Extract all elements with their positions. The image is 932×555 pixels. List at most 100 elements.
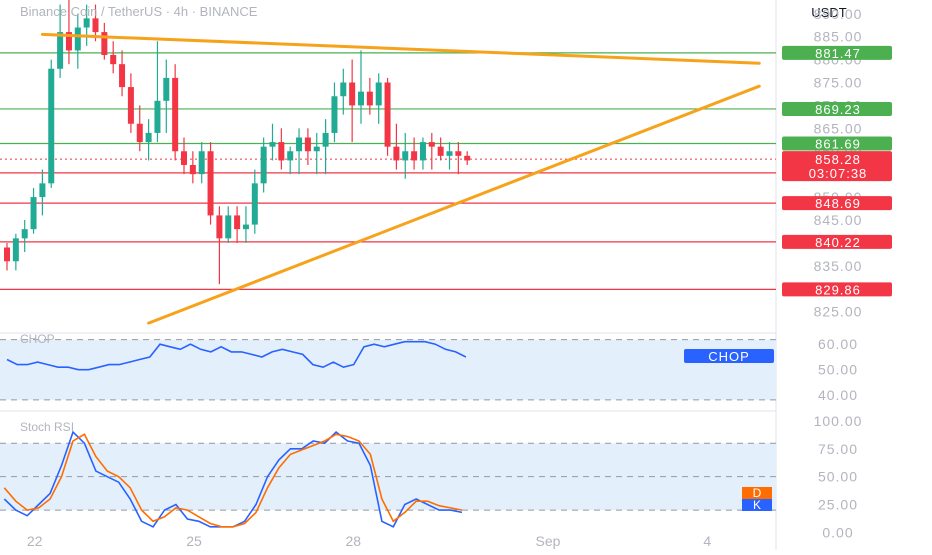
price-tick-label: 845.00 bbox=[814, 212, 863, 228]
candle-body[interactable] bbox=[225, 215, 232, 239]
level-price-label: 861.69 bbox=[815, 137, 861, 152]
price-tick-label: 825.00 bbox=[814, 304, 863, 320]
level-price-badge bbox=[782, 45, 892, 60]
candle-body[interactable] bbox=[136, 123, 143, 143]
chop-value-tag bbox=[684, 348, 774, 363]
candle-body[interactable] bbox=[411, 151, 418, 161]
stoch-d-tag-label: D bbox=[753, 486, 762, 500]
candle-body[interactable] bbox=[163, 77, 170, 101]
last-price-badge bbox=[782, 151, 892, 182]
candle-body[interactable] bbox=[340, 82, 347, 97]
level-price-label: 881.47 bbox=[815, 46, 861, 61]
candle-body[interactable] bbox=[119, 64, 126, 88]
candle-body[interactable] bbox=[172, 77, 179, 152]
level-price-badge bbox=[782, 234, 892, 249]
chop-tag-label: CHOP bbox=[708, 349, 750, 364]
candle-body[interactable] bbox=[198, 151, 205, 175]
candle-body[interactable] bbox=[234, 215, 241, 230]
currency-label: USDT bbox=[811, 5, 846, 20]
price-tick-label: 885.00 bbox=[814, 29, 863, 45]
candle-body[interactable] bbox=[207, 151, 214, 216]
stoch-tick-label: 0.00 bbox=[822, 524, 853, 540]
candle-body[interactable] bbox=[349, 82, 356, 106]
level-price-label: 848.69 bbox=[815, 196, 861, 211]
candle-body[interactable] bbox=[74, 27, 81, 51]
stoch-d-line[interactable] bbox=[3, 433, 463, 528]
candle-body[interactable] bbox=[92, 18, 99, 33]
candle-body[interactable] bbox=[110, 55, 117, 65]
time-axis[interactable]: 22 25 28 Sep 4 bbox=[27, 533, 711, 549]
candle-body[interactable] bbox=[464, 155, 471, 161]
candle-body[interactable] bbox=[278, 142, 285, 161]
candle-body[interactable] bbox=[446, 151, 453, 156]
candle-body[interactable] bbox=[4, 247, 10, 262]
candle-body[interactable] bbox=[12, 238, 19, 262]
bar-countdown: 03:07:38 bbox=[809, 166, 868, 181]
candle-body[interactable] bbox=[154, 100, 161, 133]
level-price-badge bbox=[782, 196, 892, 211]
stoch-rsi-pane[interactable]: DK bbox=[0, 430, 776, 528]
candle-body[interactable] bbox=[384, 82, 391, 147]
candle-body[interactable] bbox=[101, 32, 108, 55]
candle-body[interactable] bbox=[30, 197, 37, 230]
chop-tick-label: 60.00 bbox=[818, 336, 858, 352]
candle-body[interactable] bbox=[127, 87, 134, 124]
candle-body[interactable] bbox=[375, 82, 382, 106]
candle-body[interactable] bbox=[181, 151, 187, 165]
candle-body[interactable] bbox=[313, 146, 320, 152]
candle-body[interactable] bbox=[366, 91, 373, 106]
candle-body[interactable] bbox=[251, 183, 258, 225]
time-tick-label: Sep bbox=[536, 533, 561, 549]
chop-pane[interactable]: CHOP bbox=[0, 339, 776, 401]
candle-body[interactable] bbox=[189, 165, 196, 175]
candle-body[interactable] bbox=[304, 137, 311, 152]
candle-body[interactable] bbox=[428, 142, 435, 147]
candle-body[interactable] bbox=[296, 137, 303, 152]
candle-body[interactable] bbox=[322, 132, 329, 147]
price-tick-label: 890.00 bbox=[814, 6, 863, 22]
trendlines-layer bbox=[40, 32, 761, 325]
price-tick-label: 875.00 bbox=[814, 75, 863, 91]
candle-body[interactable] bbox=[65, 32, 72, 51]
candle-body[interactable] bbox=[21, 229, 28, 239]
candle-body[interactable] bbox=[393, 146, 400, 161]
candle-body[interactable] bbox=[419, 142, 426, 161]
candle-body[interactable] bbox=[48, 68, 55, 184]
candle-body[interactable] bbox=[287, 151, 294, 161]
stoch-tick-label: 50.00 bbox=[818, 469, 858, 485]
stoch-k-tag bbox=[742, 499, 772, 511]
price-tick-label: 865.00 bbox=[814, 120, 863, 136]
chop-band bbox=[0, 339, 776, 400]
candle-body[interactable] bbox=[57, 32, 64, 69]
candle-body[interactable] bbox=[402, 151, 409, 161]
candle-body[interactable] bbox=[260, 146, 267, 184]
stoch-tick-label: 25.00 bbox=[818, 497, 858, 513]
price-axis[interactable]: USDT 890.00885.00880.00875.00870.00865.0… bbox=[782, 5, 892, 540]
candle-body[interactable] bbox=[39, 183, 46, 198]
candle-body[interactable] bbox=[145, 132, 152, 143]
trendline-lower[interactable] bbox=[147, 84, 761, 325]
chop-tick-label: 50.00 bbox=[818, 362, 858, 378]
candle-body[interactable] bbox=[455, 151, 462, 156]
stoch-tick-label: 100.00 bbox=[814, 413, 863, 429]
candle-body[interactable] bbox=[331, 96, 338, 133]
candle-body[interactable] bbox=[216, 215, 223, 239]
level-price-label: 840.22 bbox=[815, 235, 861, 250]
stoch-rsi-indicator-name: Stoch RSI bbox=[20, 420, 74, 434]
chart-title: Binance Coin / TetherUS · 4h · BINANCE bbox=[20, 4, 258, 19]
level-price-label: 869.23 bbox=[815, 102, 861, 117]
chop-line[interactable] bbox=[6, 340, 467, 371]
stoch-k-tag-label: K bbox=[753, 498, 761, 512]
trendline-upper[interactable] bbox=[40, 32, 761, 65]
candle-body[interactable] bbox=[269, 142, 276, 147]
candle-body[interactable] bbox=[242, 224, 249, 230]
stoch-d-tag bbox=[742, 487, 772, 499]
candle-body[interactable] bbox=[437, 146, 444, 156]
level-price-badge bbox=[782, 136, 892, 151]
level-price-badge bbox=[782, 101, 892, 116]
candle-body[interactable] bbox=[83, 18, 90, 28]
candle-body[interactable] bbox=[358, 91, 364, 106]
level-price-label: 829.86 bbox=[815, 282, 861, 297]
